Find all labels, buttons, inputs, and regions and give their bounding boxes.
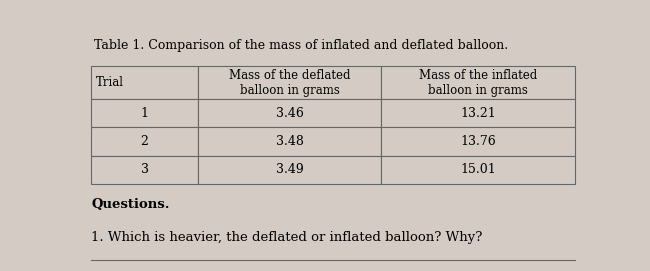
- Text: Trial: Trial: [96, 76, 124, 89]
- Text: Mass of the inflated
balloon in grams: Mass of the inflated balloon in grams: [419, 69, 538, 96]
- Text: 13.76: 13.76: [460, 135, 496, 148]
- Bar: [91, 156, 198, 184]
- Bar: [382, 127, 575, 156]
- Bar: [198, 66, 382, 99]
- Bar: [382, 156, 575, 184]
- Bar: [91, 127, 198, 156]
- Text: 15.01: 15.01: [460, 163, 496, 176]
- Text: Table 1. Comparison of the mass of inflated and deflated balloon.: Table 1. Comparison of the mass of infla…: [94, 39, 508, 52]
- Text: 13.21: 13.21: [460, 107, 496, 120]
- Text: 3.49: 3.49: [276, 163, 304, 176]
- Bar: [198, 156, 382, 184]
- Bar: [198, 127, 382, 156]
- Text: 3.46: 3.46: [276, 107, 304, 120]
- Bar: [198, 99, 382, 127]
- Text: 2: 2: [140, 135, 148, 148]
- Bar: [382, 99, 575, 127]
- Text: 3.48: 3.48: [276, 135, 304, 148]
- Text: 3: 3: [140, 163, 148, 176]
- Text: Mass of the deflated
balloon in grams: Mass of the deflated balloon in grams: [229, 69, 350, 96]
- Text: 1. Which is heavier, the deflated or inflated balloon? Why?: 1. Which is heavier, the deflated or inf…: [91, 231, 483, 244]
- Text: Questions.: Questions.: [91, 198, 170, 211]
- Bar: [91, 99, 198, 127]
- Bar: [91, 66, 198, 99]
- Text: 1: 1: [140, 107, 148, 120]
- Bar: [382, 66, 575, 99]
